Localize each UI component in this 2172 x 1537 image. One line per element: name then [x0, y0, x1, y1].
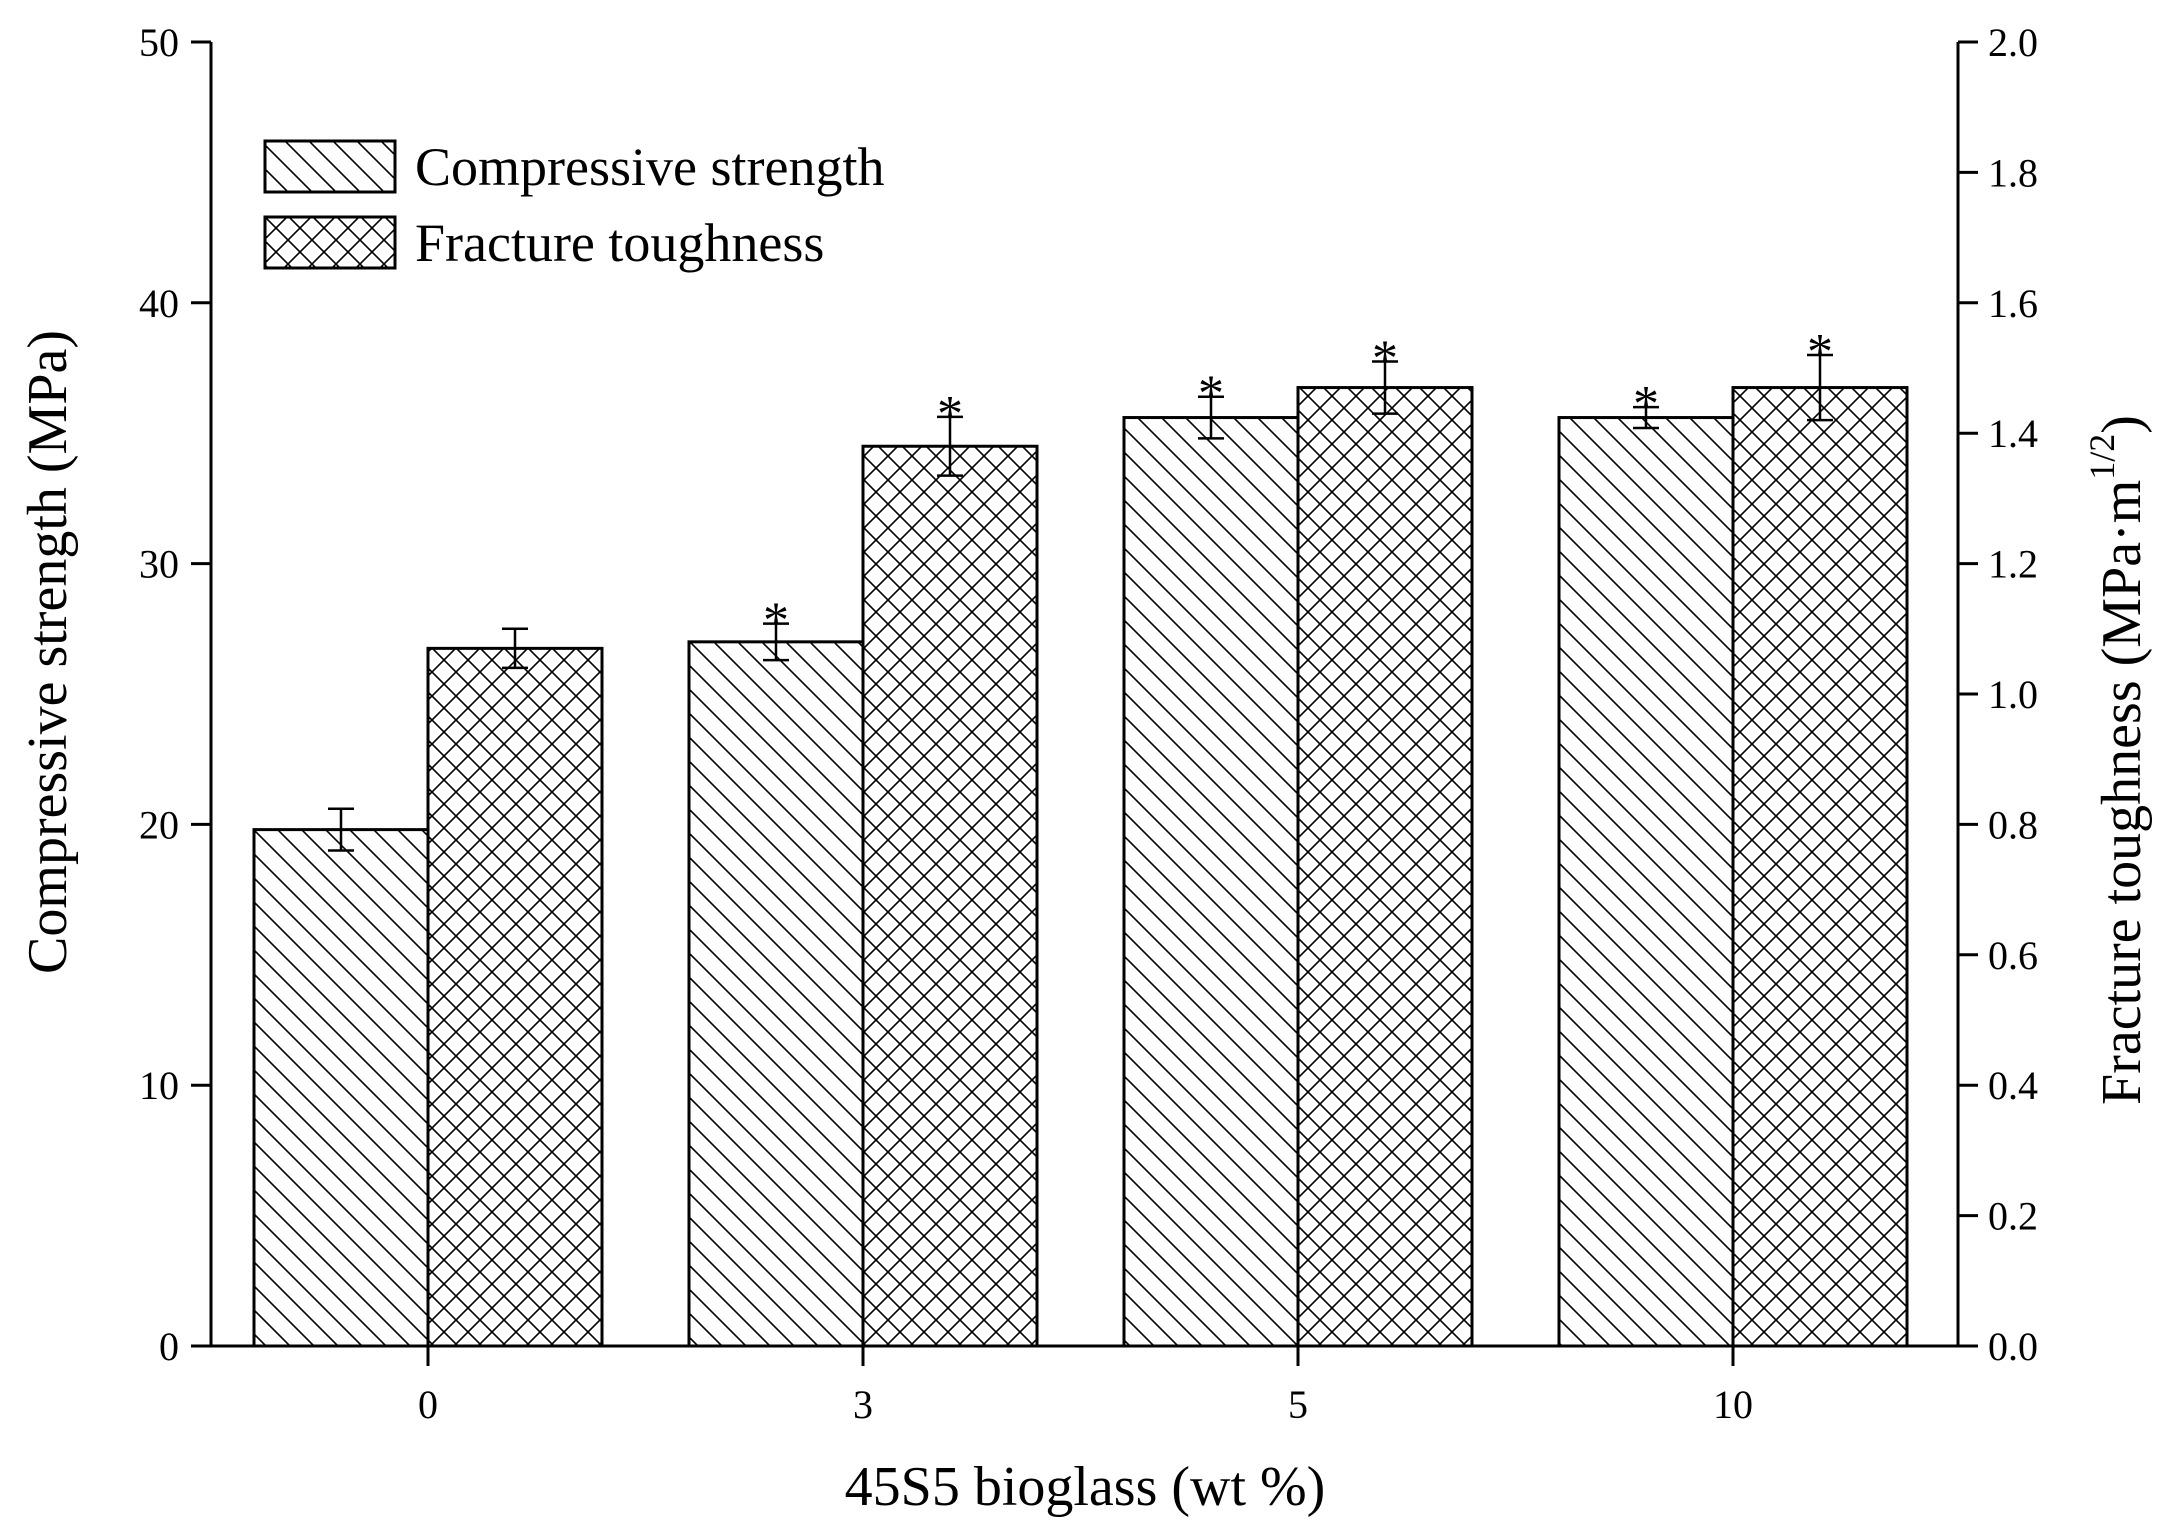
bar-compressive-strength-0 [252, 828, 430, 1348]
bars-layer [252, 386, 1909, 1348]
bar-compressive-strength-3 [687, 640, 865, 1348]
axes-layer: 010203040500.00.20.40.60.81.01.21.41.61.… [139, 20, 2038, 1427]
significance-marker-compressive-strength-5: * [1198, 366, 1224, 423]
y-axis-right-title-exponent: 1/2 [2082, 434, 2122, 480]
y-right-tick-label: 0.6 [1988, 933, 2038, 978]
error-bar-fracture-toughness-0 [502, 627, 528, 670]
legend: Compressive strength Fracture toughness [263, 137, 884, 273]
y-right-tick-label: 1.8 [1988, 150, 2038, 195]
error-bar-compressive-strength-3 [763, 622, 789, 662]
error-bar-fracture-toughness-5 [1372, 360, 1398, 415]
significance-marker-compressive-strength-10: * [1633, 376, 1659, 433]
y-left-tick-label: 50 [139, 20, 179, 65]
y-left-tick-label: 20 [139, 802, 179, 847]
error-bar-compressive-strength-0 [328, 807, 354, 852]
legend-swatch-compressive-strength [263, 139, 397, 194]
y-right-tick-label: 0.8 [1988, 802, 2038, 847]
y-right-tick-label: 1.4 [1988, 411, 2038, 456]
y-axis-right-title-close: ) [2091, 415, 2153, 434]
y-left-tick-label: 30 [139, 542, 179, 587]
error-bars-layer: * * * * * * [328, 324, 1833, 852]
error-bar-compressive-strength-5 [1198, 395, 1224, 440]
y-right-tick-label: 1.0 [1988, 672, 2038, 717]
x-tick-label: 3 [853, 1382, 873, 1427]
significance-marker-fracture-toughness-5: * [1372, 330, 1398, 387]
y-left-tick-label: 10 [139, 1063, 179, 1108]
y-axis-right-title-main: Fracture toughness (MPa·m [2091, 480, 2153, 1105]
bar-fracture-toughness-0 [426, 646, 604, 1348]
significance-marker-fracture-toughness-3: * [937, 386, 963, 443]
x-tick-label: 10 [1713, 1382, 1753, 1427]
bar-fracture-toughness-3 [861, 444, 1039, 1348]
bar-fracture-toughness-5 [1296, 386, 1474, 1348]
legend-swatch-fracture-toughness [263, 215, 397, 270]
error-bar-fracture-toughness-3 [937, 415, 963, 477]
error-bar-compressive-strength-10 [1633, 405, 1659, 430]
legend-label-fracture-toughness: Fracture toughness [415, 213, 824, 273]
bar-compressive-strength-5 [1122, 416, 1300, 1348]
y-right-tick-label: 1.2 [1988, 542, 2038, 587]
y-left-tick-label: 0 [159, 1324, 179, 1369]
y-right-tick-label: 0.4 [1988, 1063, 2038, 1108]
y-right-tick-label: 0.0 [1988, 1324, 2038, 1369]
significance-marker-compressive-strength-3: * [763, 593, 789, 650]
bar-compressive-strength-10 [1557, 416, 1735, 1348]
y-right-tick-label: 1.6 [1988, 281, 2038, 326]
y-right-tick-label: 2.0 [1988, 20, 2038, 65]
y-left-tick-label: 40 [139, 281, 179, 326]
y-axis-left-title: Compressive strength (MPa) [17, 330, 79, 974]
x-tick-label: 0 [418, 1382, 438, 1427]
x-tick-label: 5 [1288, 1382, 1308, 1427]
error-bar-fracture-toughness-10 [1807, 353, 1833, 422]
y-right-tick-label: 0.2 [1988, 1194, 2038, 1239]
y-axis-right-title: Fracture toughness (MPa·m1/2) [2082, 415, 2153, 1105]
x-axis-title: 45S5 bioglass (wt %) [845, 1456, 1326, 1518]
legend-label-compressive-strength: Compressive strength [415, 137, 884, 197]
bar-fracture-toughness-10 [1731, 386, 1909, 1348]
significance-marker-fracture-toughness-10: * [1807, 324, 1833, 381]
